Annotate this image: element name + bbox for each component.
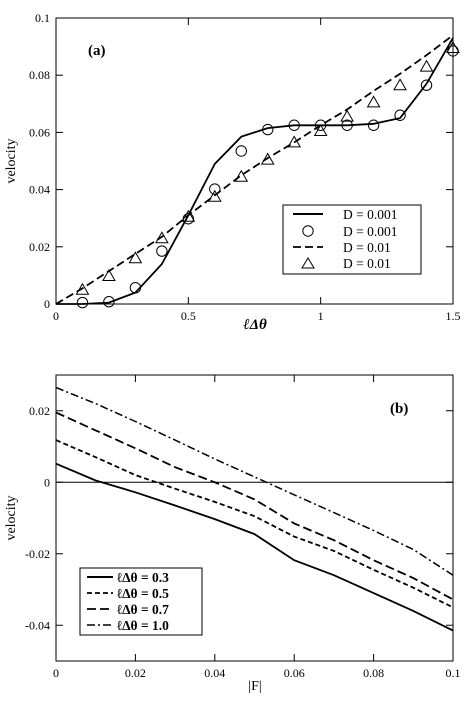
panel-a-series xyxy=(55,34,460,309)
panel-b-series xyxy=(55,386,454,632)
panel-b-frame xyxy=(55,374,454,662)
data-point-triangle xyxy=(260,152,275,165)
data-point-circle xyxy=(129,281,142,294)
data-point-triangle xyxy=(366,95,381,108)
x-tick-label: 0.04 xyxy=(204,666,225,680)
data-point-circle xyxy=(76,296,89,309)
panel-a-legend: D = 0.001 D = 0.001 D = 0.01 D = 0.01 xyxy=(282,204,422,275)
data-point-circle xyxy=(288,119,300,131)
data-point-triangle xyxy=(446,41,460,54)
data-point-triangle xyxy=(393,78,407,91)
data-point-circle xyxy=(314,119,327,131)
x-tick-label: 0 xyxy=(53,309,59,323)
data-point-triangle xyxy=(155,231,169,244)
y-tick-label: 0.02 xyxy=(29,240,50,254)
x-tick-label: 0.5 xyxy=(181,309,196,323)
y-tick-label: 0.02 xyxy=(29,404,50,418)
panel-a-label: (a) xyxy=(88,43,106,59)
y-tick-label: 0.08 xyxy=(29,68,50,82)
y-tick-label: 0.1 xyxy=(35,11,50,25)
panel-a-x-axis-title: ℓΔθ xyxy=(243,317,267,333)
x-tick-label: 1 xyxy=(318,309,324,323)
x-tick-label: 0.08 xyxy=(363,666,384,680)
data-point-triangle xyxy=(207,189,222,202)
panel-a-ticks: 0 0.5 1 1.5 0 0.02 0.04 0.06 0.08 0.1 xyxy=(29,11,461,323)
x-tick-label: 1.5 xyxy=(446,309,461,323)
data-point-circle xyxy=(235,145,247,157)
panel-b-label: (b) xyxy=(390,401,408,417)
y-tick-label: 0 xyxy=(44,297,50,311)
panel-b-x-axis-title: |F| xyxy=(248,679,261,694)
series-line-b-2 xyxy=(55,439,454,609)
data-point-triangle xyxy=(287,135,302,148)
x-tick-label: 0.02 xyxy=(125,666,146,680)
data-point-circle xyxy=(367,119,380,131)
panel-a-y-axis-title: velocity xyxy=(4,138,19,183)
legend-b-label-3: ℓΔθ = 0.7 xyxy=(116,602,169,617)
series-line-b-4 xyxy=(55,386,454,576)
x-tick-label: 0.1 xyxy=(446,666,461,680)
data-point-circle xyxy=(262,123,274,136)
legend-a-label-2: D = 0.001 xyxy=(343,224,398,239)
x-tick-label: 0.06 xyxy=(284,666,305,680)
panel-a-frame xyxy=(55,17,454,305)
series-line-a-1 xyxy=(56,37,454,305)
y-tick-label: 0.06 xyxy=(29,125,50,139)
data-point-triangle xyxy=(102,268,116,281)
data-point-circle xyxy=(182,213,195,225)
panel-a: 0 0.5 1 1.5 0 0.02 0.04 0.06 0.08 0.1 (a) ℓΔθ vel… xyxy=(4,11,461,333)
y-tick-label: 0 xyxy=(44,475,50,489)
series-line-b-3 xyxy=(55,411,454,601)
panel-b-legend-box xyxy=(79,567,203,636)
panel-b-legend: ℓΔθ = 0.3 ℓΔθ = 0.5 ℓΔθ = 0.7 ℓΔθ = 1.0 xyxy=(79,567,203,636)
data-point-circle xyxy=(394,109,406,121)
legend-b-label-4: ℓΔθ = 1.0 xyxy=(116,618,169,633)
data-point-circle xyxy=(341,119,353,131)
data-point-triangle xyxy=(128,251,143,264)
legend-a-swatch-triangle xyxy=(301,257,315,269)
legend-b-label-2: ℓΔθ = 0.5 xyxy=(116,586,169,601)
data-point-triangle xyxy=(419,59,434,72)
series-line-a-3 xyxy=(55,34,454,305)
series-line-b-1 xyxy=(55,462,454,632)
data-point-triangle xyxy=(313,123,328,136)
data-point-circle xyxy=(420,79,433,91)
data-point-triangle xyxy=(181,209,196,222)
legend-a-label-1: D = 0.001 xyxy=(343,207,398,222)
data-point-triangle xyxy=(340,109,354,122)
data-point-circle xyxy=(156,245,168,257)
panel-a-legend-box xyxy=(282,204,422,275)
legend-a-label-4: D = 0.01 xyxy=(343,256,391,271)
legend-b-label-1: ℓΔθ = 0.3 xyxy=(116,570,169,585)
data-point-triangle xyxy=(234,169,249,182)
legend-a-swatch-circle xyxy=(302,225,314,237)
y-tick-label: 0.04 xyxy=(29,183,50,197)
panel-b-ticks: 0 0.02 0.04 0.06 0.08 0.1 -0.04 -0.02 0 0.02 xyxy=(25,375,461,680)
data-point-triangle xyxy=(75,282,90,295)
y-tick-label: -0.02 xyxy=(25,547,50,561)
y-tick-label: -0.04 xyxy=(25,618,50,632)
panel-b-y-axis-title: velocity xyxy=(4,495,19,540)
x-tick-label: 0 xyxy=(53,666,59,680)
data-point-circle xyxy=(103,296,115,308)
legend-a-label-3: D = 0.01 xyxy=(343,240,391,255)
